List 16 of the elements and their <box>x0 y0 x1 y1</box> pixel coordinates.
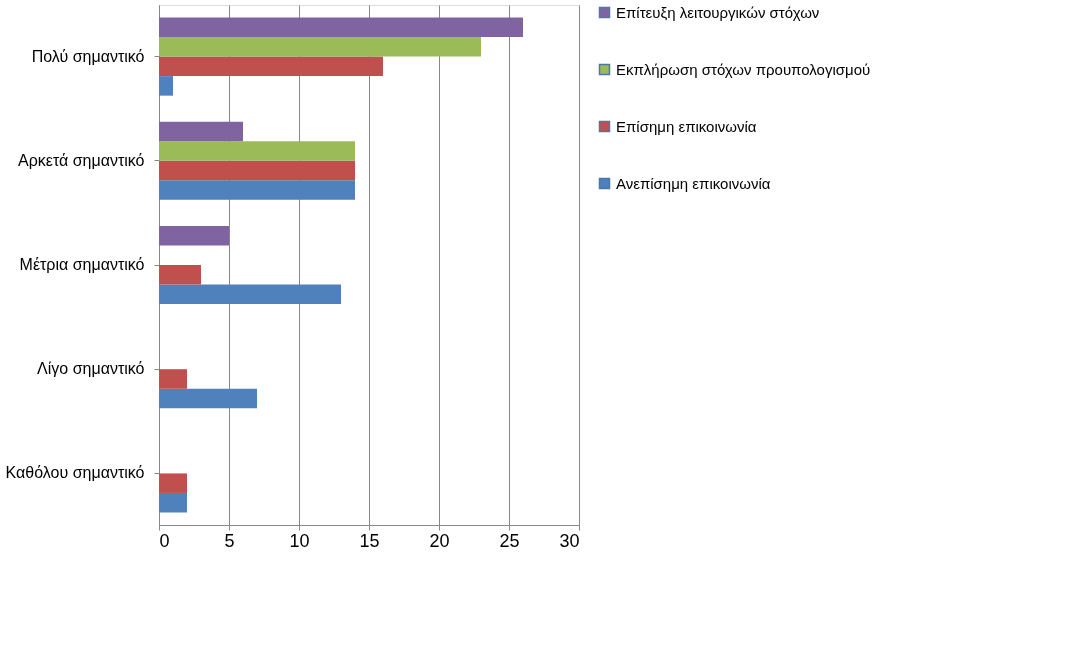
y-tick-label: Αρκετά σημαντικό <box>17 151 145 169</box>
x-tick-label: 10 <box>289 530 310 551</box>
y-tick-label: Πολύ σημαντικό <box>31 47 145 65</box>
y-tick-label: Καθόλου σημαντικό <box>5 464 145 482</box>
y-tick-label: Μέτρια σημαντικό <box>19 256 145 273</box>
x-tick-label: 25 <box>499 530 520 551</box>
x-tick-label: 0 <box>159 530 170 551</box>
x-tick-label: 5 <box>224 530 235 551</box>
x-tick-label: 15 <box>359 530 380 551</box>
legend-label: Εκπλήρωση στόχων προυπολογισμού <box>616 60 871 78</box>
x-tick-label: 20 <box>429 530 450 551</box>
legend-label: Επίσημη επικοινωνία <box>616 117 757 135</box>
x-tick-label: 30 <box>559 530 580 551</box>
legend-label: Επίτευξη λειτουργικών στόχων <box>616 3 820 21</box>
legend-label: Ανεπίσημη επικοινωνία <box>616 174 771 192</box>
y-tick-label: Λίγο σημαντικό <box>37 360 145 378</box>
